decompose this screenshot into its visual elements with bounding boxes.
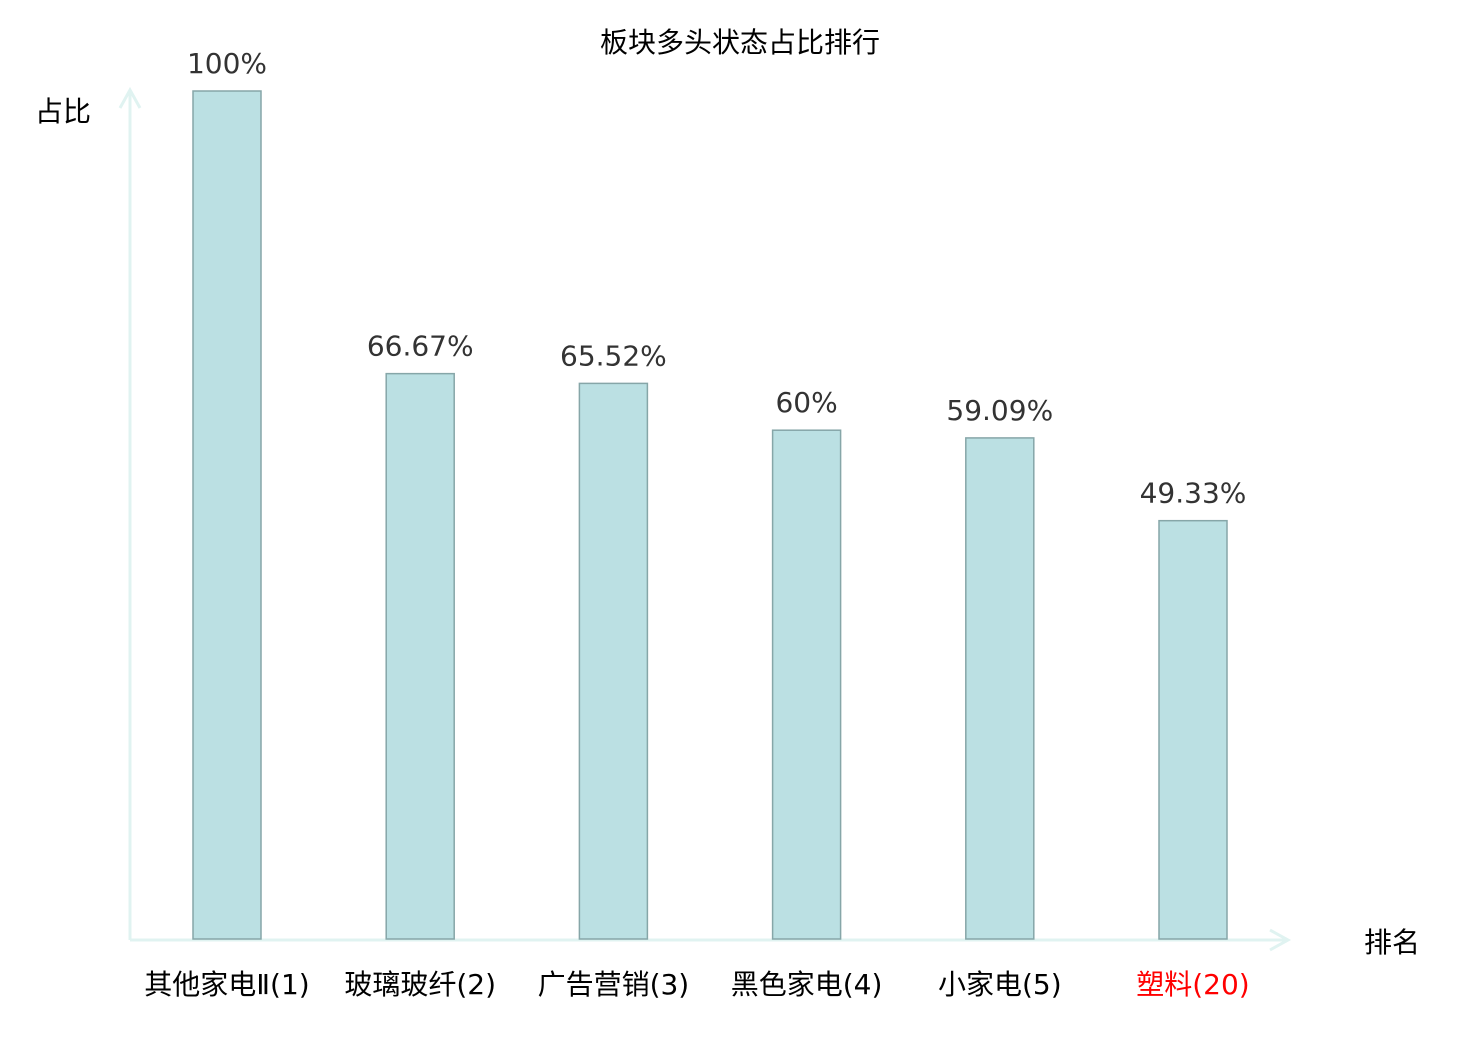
data-label: 60%	[775, 386, 837, 419]
y-axis	[118, 86, 142, 940]
x-tick-label: 玻璃玻纤(2)	[344, 968, 496, 1001]
data-label: 49.33%	[1140, 477, 1247, 510]
x-axis	[130, 928, 1292, 952]
x-tick-label: 其他家电Ⅱ(1)	[144, 968, 309, 1001]
bar	[965, 437, 1035, 940]
bar	[385, 372, 455, 940]
x-axis-label: 排名	[1364, 926, 1420, 959]
bar	[1158, 519, 1228, 940]
x-tick-label: 黑色家电(4)	[731, 968, 883, 1001]
data-label: 65.52%	[560, 339, 667, 372]
bar	[578, 382, 649, 940]
data-label: 100%	[187, 47, 267, 80]
x-tick-label: 小家电(5)	[938, 968, 1062, 1001]
y-axis-label: 占比	[35, 95, 91, 128]
x-tick-label: 塑料(20)	[1136, 968, 1249, 1001]
bar	[192, 90, 262, 940]
data-label: 66.67%	[367, 330, 474, 363]
data-label: 59.09%	[946, 394, 1053, 427]
bar	[771, 429, 842, 940]
x-tick-label: 广告营销(3)	[538, 968, 690, 1001]
chart-title: 板块多头状态占比排行	[600, 26, 880, 59]
